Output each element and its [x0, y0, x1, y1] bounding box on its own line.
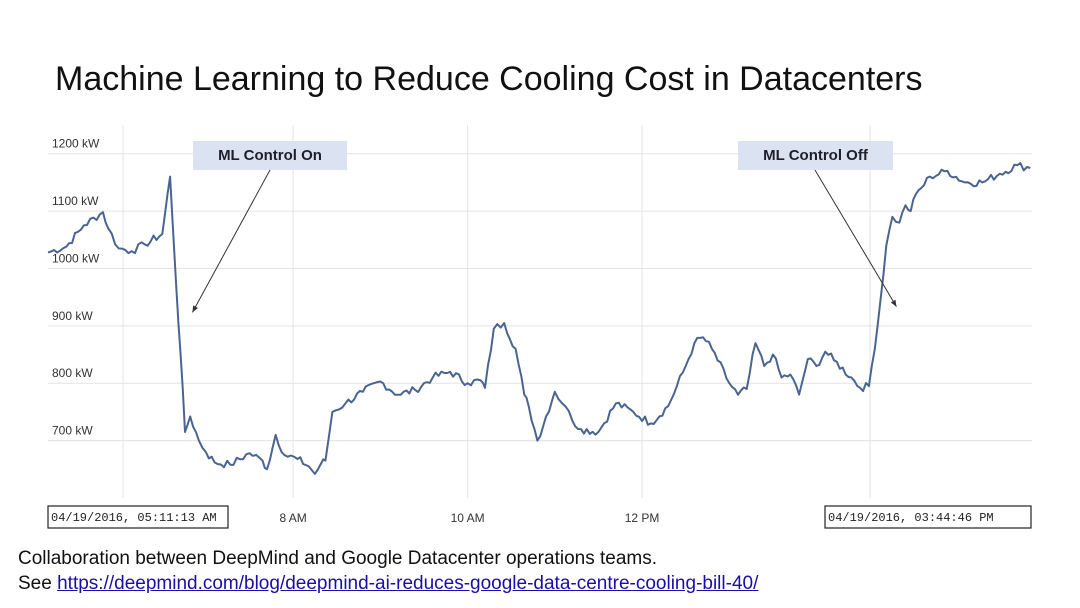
annotation-arrow: [192, 169, 271, 313]
y-tick-label: 1100 kW: [52, 194, 99, 208]
end-time-box: [824, 505, 1032, 529]
x-tick-label: 10 AM: [451, 511, 485, 525]
x-tick-label: 8 AM: [279, 511, 306, 525]
footer-link-line: See https://deepmind.com/blog/deepmind-a…: [18, 573, 758, 595]
annotation-arrowhead: [192, 305, 198, 313]
annotation-label: ML Control On: [218, 147, 322, 164]
annotation-label: ML Control Off: [763, 147, 869, 164]
footer-see-label: See: [18, 573, 58, 594]
footer-credit: Collaboration between DeepMind and Googl…: [18, 548, 658, 569]
blog-link[interactable]: https://deepmind.com/blog/deepmind-ai-re…: [57, 573, 759, 594]
x-tick-label: 12 PM: [625, 511, 660, 525]
slide-title: Machine Learning to Reduce Cooling Cost …: [55, 60, 923, 98]
line-chart: ML Control On ML Control Off 700 kW 800 kW…: [47, 125, 1032, 529]
annotation-box: [738, 141, 893, 170]
annotation-box: [193, 141, 347, 170]
series-layer: [47, 162, 1031, 475]
end-time-label: 04/19/2016, 03:44:46 PM: [828, 511, 994, 525]
annotation-arrowhead: [890, 299, 897, 307]
y-tick-label: 1000 kW: [52, 251, 100, 265]
axis-layer: 700 kW 800 kW 900 kW 1000 kW 1100 kW 1200 kW 8…: [47, 137, 1032, 529]
start-time-label: 04/19/2016, 05:11:13 AM: [51, 511, 217, 525]
y-tick-label: 800 kW: [52, 366, 93, 380]
start-time-box: [47, 505, 229, 529]
annotations-layer: ML Control On ML Control Off: [192, 141, 897, 313]
series-line: [47, 162, 1031, 475]
annotation-arrow: [814, 169, 897, 307]
y-tick-label: 1200 kW: [52, 137, 100, 151]
y-tick-label: 700 kW: [52, 424, 93, 438]
y-tick-label: 900 kW: [52, 309, 93, 323]
grid: [48, 125, 1032, 498]
